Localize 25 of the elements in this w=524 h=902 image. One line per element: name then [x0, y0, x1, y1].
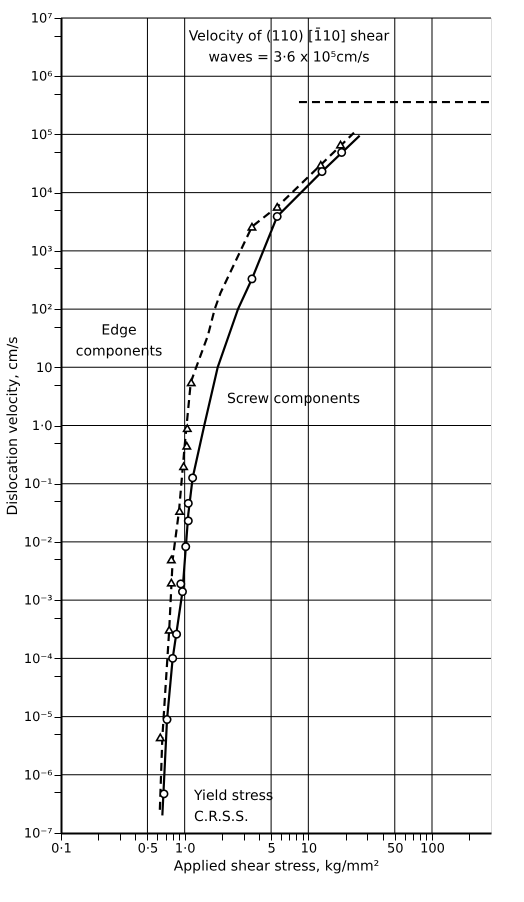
x-tick-label: 5 [267, 842, 276, 856]
y-tick-label: 10⁻⁶ [24, 768, 52, 784]
y-tick-label: 10 [36, 360, 52, 376]
y-tick-label: 10⁻⁷ [24, 826, 52, 842]
x-tick-label: 10 [300, 842, 318, 856]
y-tick-label: 10⁻³ [24, 594, 52, 609]
y-tick-label: 10⁶ [30, 70, 52, 85]
y-axis-title: Dislocation velocity, cm/s [4, 336, 21, 516]
y-tick-label: 10⁷ [30, 12, 52, 26]
x-tick-label: 100 [420, 842, 445, 856]
x-tick-label: 0·1 [51, 842, 72, 856]
y-tick-label: 10² [30, 302, 52, 318]
y-tick-label: 10⁻⁴ [24, 652, 52, 667]
x-tick-label: 50 [386, 842, 404, 856]
y-tick-label: 10⁵ [30, 128, 52, 143]
y-tick-label: 10³ [30, 244, 52, 260]
annotation: C.R.S.S. [194, 809, 249, 825]
x-tick-label: 1·0 [174, 842, 196, 856]
y-tick-label: 10⁻⁵ [24, 710, 52, 726]
x-axis-title: Applied shear stress, kg/mm² [174, 858, 380, 874]
x-tick-label: 0·5 [138, 842, 158, 856]
y-tick-label: 10⁻¹ [24, 477, 52, 492]
y-tick-label: 10⁴ [30, 186, 52, 202]
y-tick-label: 10⁻² [24, 535, 52, 550]
y-tick-label: 1·0 [32, 419, 52, 434]
